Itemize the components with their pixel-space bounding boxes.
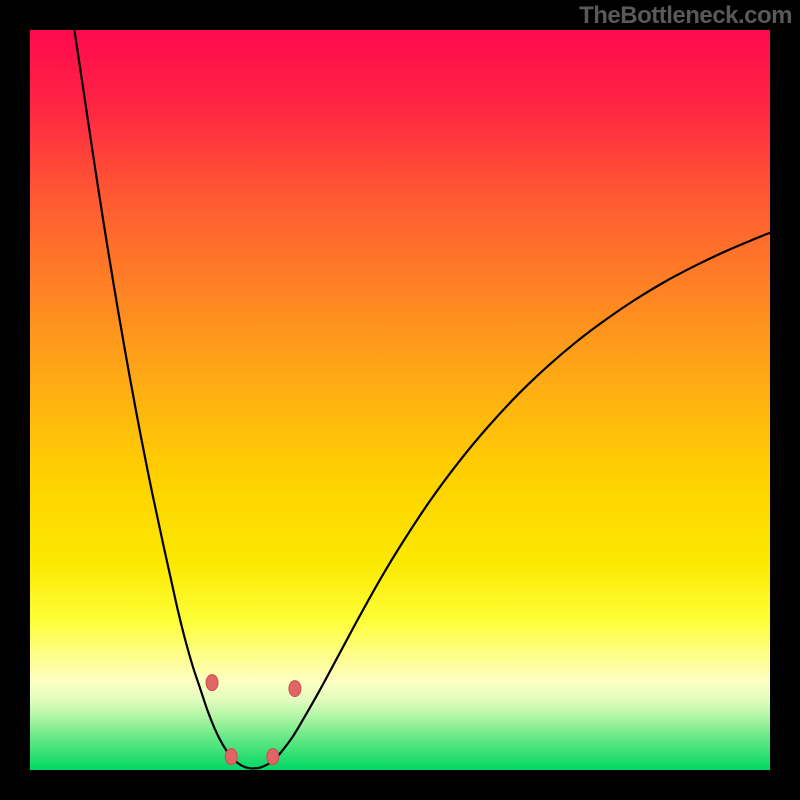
plot-area xyxy=(30,30,770,770)
marker-2 xyxy=(267,749,279,765)
marker-0 xyxy=(206,675,218,691)
watermark-text: TheBottleneck.com xyxy=(579,2,792,30)
plot-svg xyxy=(30,30,770,770)
plot-background xyxy=(30,30,770,770)
marker-1 xyxy=(225,749,237,765)
marker-3 xyxy=(289,681,301,697)
chart-canvas: TheBottleneck.com xyxy=(0,0,800,800)
